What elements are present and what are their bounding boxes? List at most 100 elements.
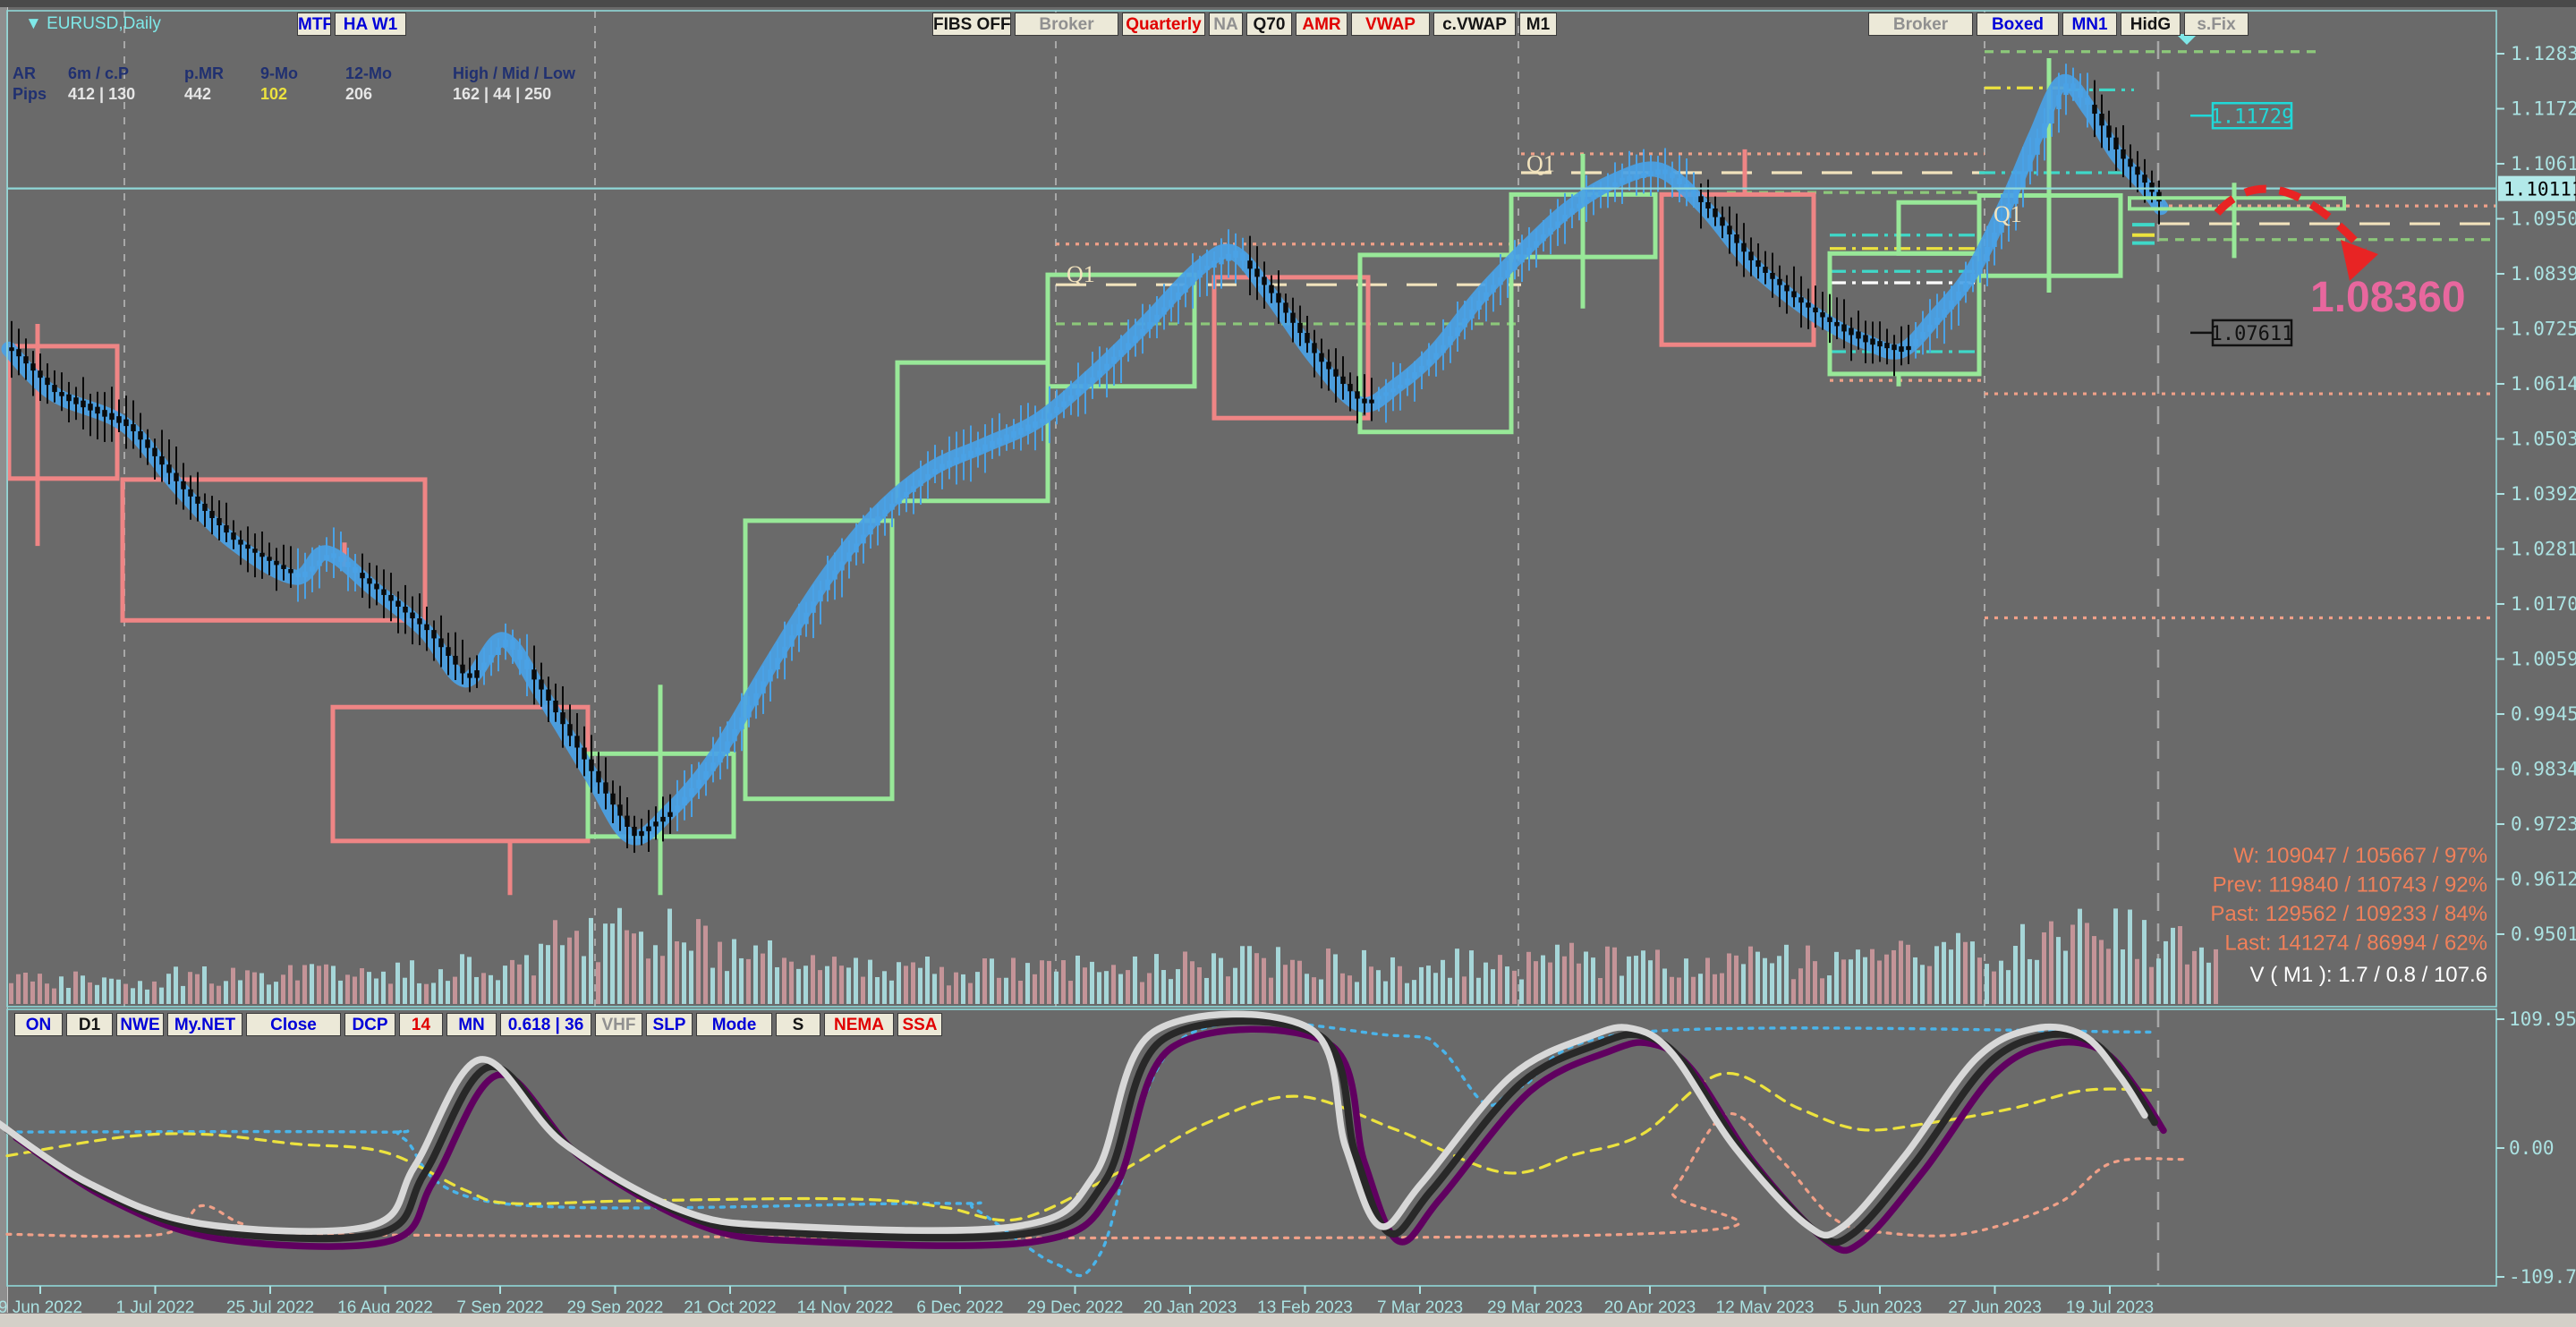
osc-btn-d1[interactable]: D1 (66, 1013, 113, 1036)
volume-bars[interactable] (9, 907, 2218, 1004)
btn-quarterly[interactable]: Quarterly (1122, 13, 1205, 36)
info-header-0: AR (13, 64, 36, 82)
price-axis-label: 1.06140 (2511, 373, 2576, 395)
date-label: 7 Sep 2022 (456, 1298, 543, 1317)
quarter-label: Q1 (1994, 201, 2022, 227)
collapse-triangle-icon[interactable]: ▼ (25, 14, 42, 33)
volume-stats-line: Prev: 119840 / 110743 / 92% (2213, 873, 2487, 897)
osc-btn-nwe[interactable]: NWE (116, 1013, 164, 1036)
osc-axis-label: 109.95491 (2509, 1008, 2576, 1030)
osc-btn-mode[interactable]: Mode (696, 1013, 772, 1036)
date-label: 16 Aug 2022 (337, 1298, 433, 1317)
btn-vwap[interactable]: VWAP (1351, 13, 1430, 36)
quarter-box-green (1045, 272, 1197, 389)
date-label: 27 Jun 2023 (1948, 1298, 2042, 1317)
quarter-box-green (1896, 200, 1982, 256)
info-row-label: Pips (13, 85, 47, 103)
osc-btn-mn[interactable]: MN (446, 1013, 497, 1036)
current-price-badge: 1.10111 (2504, 179, 2576, 200)
osc-btn-14[interactable]: 14 (399, 1013, 443, 1036)
btn-broker[interactable]: Broker (1015, 13, 1118, 36)
quarter-box-pink (330, 704, 591, 844)
symbol-timeframe-label: EURUSD,Daily (47, 14, 161, 33)
info-header-2: p.MR (184, 64, 224, 82)
quarter-box-green (1357, 252, 1514, 435)
upper-target-label: 1.11729 (2211, 106, 2294, 128)
date-label: 14 Nov 2022 (797, 1298, 894, 1317)
osc-dark-curve (4, 1017, 2158, 1246)
volume-stats-line: Past: 129562 / 109233 / 84% (2210, 902, 2487, 926)
projection-price-label: 1.08360 (2310, 274, 2466, 321)
btn-s-fix[interactable]: s.Fix (2184, 13, 2249, 36)
btn-na[interactable]: NA (1209, 13, 1243, 36)
info-header-5: High / Mid / Low (453, 64, 575, 82)
volume-stats-line: W: 109047 / 105667 / 97% (2233, 844, 2487, 868)
btn-fibs-off[interactable]: FIBS OFF (932, 13, 1011, 36)
date-label: 1 Jul 2022 (116, 1298, 195, 1317)
date-label: 29 Mar 2023 (1487, 1298, 1583, 1317)
osc-purple-curve (13, 1025, 2167, 1255)
info-header-3: 9-Mo (260, 64, 298, 82)
btn-hidg[interactable]: HidG (2121, 13, 2181, 36)
btn-mn1[interactable]: MN1 (2062, 13, 2117, 36)
price-axis-label: 1.01700 (2511, 593, 2576, 615)
info-value-0: 412 | 130 (68, 85, 136, 103)
quarter-label: Q1 (1067, 261, 1095, 287)
btn-mtf[interactable]: MTF (297, 13, 331, 36)
candles (9, 64, 2162, 854)
quarter-box-pink (120, 477, 428, 623)
osc-btn-0-618-36[interactable]: 0.618 | 36 (500, 1013, 591, 1036)
quarter-box-pink (1211, 275, 1371, 421)
date-label: 29 Sep 2022 (567, 1298, 664, 1317)
projection-arrowhead (2341, 240, 2378, 281)
info-header-1: 6m / c.P (68, 64, 130, 82)
current-volume-line: V ( M1 ): 1.7 / 0.8 / 107.6 (2250, 963, 2487, 987)
btn-q70[interactable]: Q70 (1246, 13, 1292, 36)
osc-btn-nema[interactable]: NEMA (824, 1013, 894, 1036)
price-axis-label: 1.02810 (2511, 539, 2576, 560)
window-status-strip (0, 1313, 2576, 1327)
date-label: 25 Jul 2022 (226, 1298, 314, 1317)
osc-salmon-curve (5, 1112, 2185, 1240)
osc-silver-curve (0, 1010, 2148, 1239)
osc-axis-label: -109.7650 (2509, 1266, 2576, 1288)
price-axis-label: 1.07250 (2511, 319, 2576, 340)
osc-sky-curve (5, 1020, 2155, 1278)
date-label: 29 Dec 2022 (1027, 1298, 1124, 1317)
quarter-box-green (895, 360, 1050, 504)
price-axis-label: 1.10610 (2511, 153, 2576, 174)
btn-m1[interactable]: M1 (1519, 13, 1557, 36)
sfix-marker-icon (2176, 34, 2198, 45)
btn-broker[interactable]: Broker (1868, 13, 1973, 36)
osc-btn-vhf[interactable]: VHF (595, 1013, 642, 1036)
btn-boxed[interactable]: Boxed (1977, 13, 2059, 36)
current-price-badge-bg (2498, 175, 2575, 201)
osc-yellow-curve (5, 1071, 2156, 1222)
osc-btn-my-net[interactable]: My.NET (167, 1013, 242, 1036)
btn-ha-w1[interactable]: HA W1 (335, 13, 406, 36)
window-top-edge (0, 0, 2576, 7)
info-value-1: 442 (184, 85, 212, 103)
btn-c-vwap[interactable]: c.VWAP (1433, 13, 1516, 36)
date-label: 6 Dec 2022 (916, 1298, 1003, 1317)
osc-btn-dcp[interactable]: DCP (344, 1013, 395, 1036)
osc-btn-close[interactable]: Close (246, 1013, 341, 1036)
date-label: 13 Feb 2023 (1257, 1298, 1353, 1317)
btn-amr[interactable]: AMR (1296, 13, 1348, 36)
osc-axis-label: 0.00 (2509, 1137, 2555, 1159)
date-label: 7 Mar 2023 (1377, 1298, 1463, 1317)
info-value-2: 102 (260, 85, 288, 103)
osc-btn-slp[interactable]: SLP (646, 1013, 693, 1036)
osc-btn-ssa[interactable]: SSA (897, 1013, 942, 1036)
price-axis-label: 1.08390 (2511, 263, 2576, 285)
info-value-3: 206 (345, 85, 373, 103)
ma-ribbon (1, 74, 2169, 846)
osc-btn-s[interactable]: S (776, 1013, 820, 1036)
osc-btn-on[interactable]: ON (14, 1013, 63, 1036)
